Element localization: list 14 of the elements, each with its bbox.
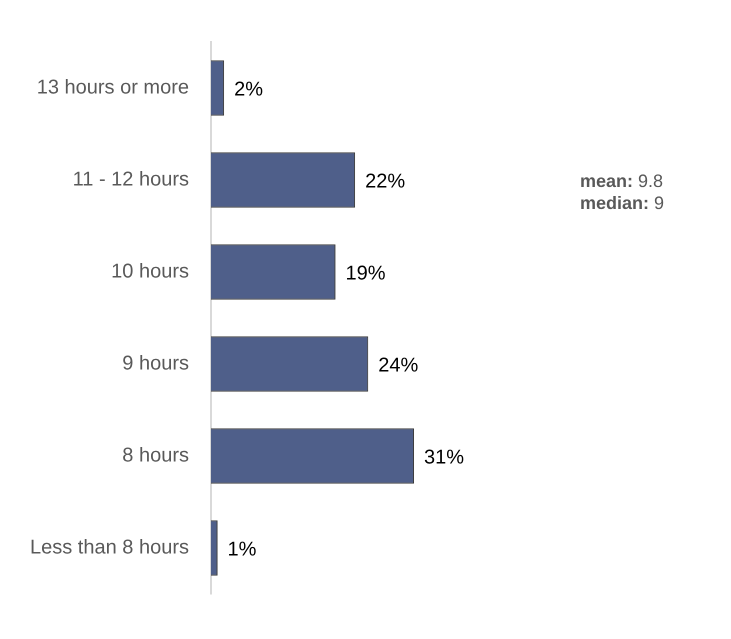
text: mean: 9.8	[580, 171, 664, 191]
data-label: 22%	[365, 170, 406, 193]
data-label: 2%	[234, 78, 264, 101]
y-tick-label: 8 hours	[122, 444, 189, 467]
y-tick-label: 9 hours	[122, 352, 189, 375]
data-label: 19%	[345, 262, 386, 285]
y-tick-label: 10 hours	[111, 260, 189, 283]
y-tick-label: Less than 8 hours	[30, 536, 189, 559]
y-tick-label: 13 hours or more	[36, 76, 189, 99]
y-tick-label: 11 - 12 hours	[72, 168, 189, 191]
data-label: 1%	[228, 538, 257, 561]
data-label: 31%	[424, 446, 464, 469]
data-label: 24%	[378, 354, 418, 377]
text: median: 9	[580, 193, 664, 213]
